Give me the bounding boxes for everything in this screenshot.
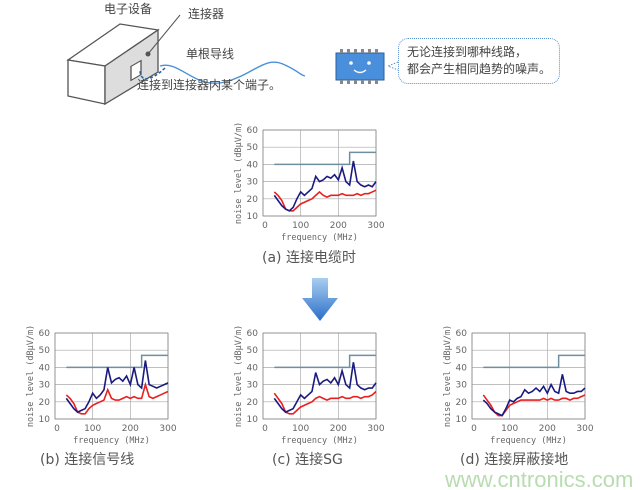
y-tick-label: 50 [456,346,468,356]
chart-b: 10 20 30 40 50 60 0 100 200 300 frequency (MHz) noi… [24,325,194,455]
chart-d: 10 20 30 40 50 60 0 100 200 300 frequency (MHz) noi… [441,325,611,455]
series-line-0 [273,160,377,212]
y-tick-label: 60 [39,329,51,339]
chart-svg: 10 20 30 40 50 60 0 100 200 300 frequency (MHz) noi… [443,325,594,446]
speech-bubble: 无论连接到哪种线路， 都会产生相同趋势的噪声。 [398,38,561,84]
y-axis-label: noise level (dBμV/m) [443,325,453,427]
y-axis-label: noise level (dBμV/m) [234,122,244,224]
plot-frame [54,332,169,420]
wire-label: 单根导线 [186,47,235,61]
caption-c: (c) 连接SG [272,452,343,468]
x-tick-label: 100 [292,221,309,231]
wire [159,61,306,85]
y-tick-label: 20 [456,398,468,408]
x-tick-label: 0 [471,424,477,434]
limit-line [274,354,376,369]
series-line-1 [482,394,586,417]
y-tick-label: 60 [247,126,259,136]
x-tick-label: 300 [576,424,593,434]
device-label: 电子设备 [104,2,153,16]
caption-b: (b) 连接信号线 [40,452,135,468]
series-line-1 [65,381,169,415]
x-tick-label: 0 [54,424,60,434]
y-tick-label: 30 [247,381,259,391]
x-axis-label: frequency (MHz) [73,436,150,446]
chart-svg: 10 20 30 40 50 60 0 100 200 300 frequency (MHz) noi… [234,122,385,243]
x-tick-label: 300 [367,221,384,231]
y-tick-label: 20 [247,195,259,205]
series-line-1 [273,390,377,415]
x-tick-label: 200 [539,424,556,434]
series-line-0 [273,362,377,414]
dashed-arrow-icon [139,67,166,80]
terminal-note: 连接到连接器内某个端子。 [137,78,282,92]
y-tick-label: 60 [247,329,259,339]
x-tick-label: 100 [84,424,101,434]
down-arrow-icon [302,278,338,321]
y-tick-label: 40 [247,160,259,170]
y-tick-label: 30 [39,381,51,391]
connector-leader-line [147,14,181,55]
chart-svg: 10 20 30 40 50 60 0 100 200 300 frequency (MHz) noi… [26,325,177,446]
bubble-line-1: 无论连接到哪种线路， [407,45,528,59]
connector-label: 连接器 [188,7,225,21]
x-tick-label: 200 [122,424,139,434]
x-tick-label: 200 [330,424,347,434]
caption-a: (a) 连接电缆时 [262,250,356,266]
y-tick-label: 40 [456,363,468,373]
y-tick-label: 30 [247,178,259,188]
chip-icon [335,49,385,84]
y-tick-label: 10 [456,415,468,425]
device-illustration [66,14,399,106]
x-axis-label: frequency (MHz) [281,436,358,446]
x-axis-label: frequency (MHz) [281,233,358,243]
plot-frame [262,129,377,217]
plot-frame [262,332,377,420]
y-tick-label: 10 [247,415,259,425]
x-axis-label: frequency (MHz) [490,436,567,446]
bubble-line-2: 都会产生相同趋势的噪声。 [407,62,552,76]
y-axis-label: noise level (dBμV/m) [26,325,36,427]
x-tick-label: 300 [159,424,176,434]
limit-line [483,354,585,369]
y-tick-label: 50 [247,346,259,356]
chart-c: 10 20 30 40 50 60 0 100 200 300 frequency (MHz) noi… [232,325,402,455]
plot-frame [471,332,586,420]
y-tick-label: 10 [247,212,259,222]
chart-svg: 10 20 30 40 50 60 0 100 200 300 frequency (MHz) noi… [234,325,385,446]
limit-line [274,151,376,166]
y-tick-label: 20 [247,398,259,408]
x-tick-label: 0 [262,221,268,231]
device-box [66,23,160,106]
y-tick-label: 20 [39,398,51,408]
y-tick-label: 50 [247,143,259,153]
watermark: www.cntronics.com [445,467,634,490]
caption-d: (d) 连接屏蔽接地 [460,452,569,468]
y-tick-label: 10 [39,415,51,425]
x-tick-label: 0 [262,424,268,434]
x-tick-label: 200 [330,221,347,231]
y-tick-label: 40 [39,363,51,373]
x-tick-label: 100 [501,424,518,434]
y-tick-label: 60 [456,329,468,339]
chart-a: 10 20 30 40 50 60 0 100 200 300 frequency (MHz) noi… [232,122,402,252]
limit-line [66,354,168,369]
series-line-0 [482,374,586,417]
y-tick-label: 50 [39,346,51,356]
y-axis-label: noise level (dBμV/m) [234,325,244,427]
x-tick-label: 300 [367,424,384,434]
x-tick-label: 100 [292,424,309,434]
series-line-0 [65,360,169,414]
y-tick-label: 30 [456,381,468,391]
y-tick-label: 40 [247,363,259,373]
series-line-1 [273,189,377,212]
